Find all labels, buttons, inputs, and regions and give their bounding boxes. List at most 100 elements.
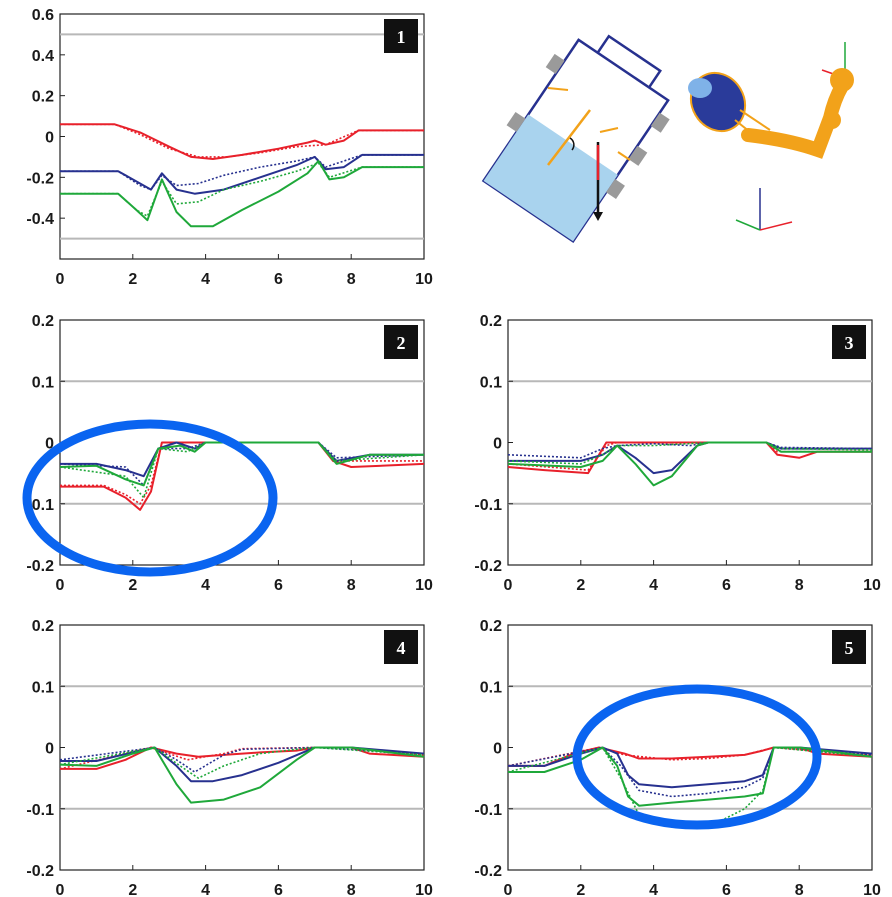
x-tick-label: 2 [128, 271, 137, 288]
x-tick-label: 6 [274, 577, 283, 594]
highlight-ellipse [572, 684, 822, 830]
series-line-green-dotted [60, 162, 424, 217]
x-tick-label: 10 [863, 577, 881, 594]
robot-elbow [823, 111, 841, 129]
y-tick-label: -0.4 [26, 211, 54, 228]
x-tick-label: 4 [649, 577, 658, 594]
y-tick-label: 0.6 [32, 7, 54, 24]
bottle-neck [596, 34, 662, 89]
series-line-green-solid [59, 441, 424, 487]
y-tick-label: -0.2 [474, 558, 502, 575]
y-tick-label: 0.2 [32, 313, 54, 330]
x-tick-label: 6 [274, 271, 283, 288]
x-tick-label: 10 [415, 882, 433, 897]
series-line-red-solid [60, 123, 424, 160]
chart-panel-5: 0.20.10-0.1-0.20 2 4 6 8 105 [474, 618, 881, 897]
y-tick-label: 0.1 [32, 679, 54, 696]
y-tick-label: -0.2 [26, 170, 54, 187]
y-tick-label: 0 [45, 436, 54, 453]
liquid-fill [483, 114, 618, 242]
y-tick-label: 0.2 [32, 89, 54, 106]
x-tick-label: 8 [347, 271, 356, 288]
highlight-ellipse [22, 419, 278, 577]
x-tick-label: 4 [649, 882, 658, 897]
y-tick-label: 0 [45, 741, 54, 758]
x-tick-label: 0 [56, 882, 65, 897]
y-tick-label: -0.2 [26, 863, 54, 880]
panel-label-text: 4 [397, 638, 406, 658]
series-line-green-solid [60, 160, 424, 228]
panel-label-badge [384, 19, 418, 53]
x-tick-label: 2 [128, 577, 137, 594]
force-arrow-orange [617, 151, 631, 161]
series-line-blue-dotted [60, 154, 424, 191]
panel-label-badge [384, 325, 418, 359]
gripper-pad [606, 179, 625, 200]
y-tick-label: -0.1 [474, 802, 502, 819]
series-line-blue-dotted [507, 441, 873, 459]
x-tick-label: 4 [201, 577, 210, 594]
gripper-pad [545, 53, 565, 74]
x-tick-label: 2 [576, 882, 585, 897]
robot-shoulder [830, 68, 854, 92]
axis-y-bottom [735, 219, 761, 231]
series-line-green-dotted [59, 441, 425, 499]
panel-label-badge [384, 630, 418, 664]
y-tick-label: 0 [493, 741, 502, 758]
gravity-arrowhead [593, 212, 603, 221]
x-tick-label: 4 [201, 882, 210, 897]
series-line-blue-solid [60, 441, 424, 478]
chart-panel-1: 0.6 0.4 0.2 0 -0.2 -0.4 0 2 4 6 8 10 1 [26, 7, 433, 288]
x-tick-label: 2 [576, 577, 585, 594]
series-line-red-dotted [507, 441, 872, 471]
y-tick-label: 0 [45, 130, 54, 147]
x-tick-label: 10 [415, 271, 433, 288]
y-tick-label: -0.2 [26, 558, 54, 575]
force-arrow-orange [547, 87, 569, 91]
y-tick-label: -0.1 [26, 497, 54, 514]
x-tick-label: 0 [56, 577, 65, 594]
y-tick-label: 0 [493, 436, 502, 453]
chart-panel-4: 0.20.10-0.1-0.20 2 4 6 8 104 [26, 618, 433, 897]
panel-label-text: 2 [397, 333, 406, 353]
y-tick-label: -0.2 [474, 863, 502, 880]
robot-arm-illustration [688, 42, 854, 231]
y-tick-label: 0.2 [480, 618, 502, 635]
plot-area [59, 13, 425, 260]
gripper-pad [650, 112, 670, 133]
panel-label-text: 1 [397, 27, 406, 47]
plot-area [59, 624, 425, 871]
x-tick-label: 10 [863, 882, 881, 897]
x-tick-label: 8 [347, 882, 356, 897]
y-tick-label: -0.1 [26, 802, 54, 819]
y-tick-label: 0.2 [480, 313, 502, 330]
x-tick-label: 6 [274, 882, 283, 897]
x-tick-label: 6 [722, 882, 731, 897]
y-tick-label: 0.1 [480, 679, 502, 696]
y-tick-label: 0.1 [32, 374, 54, 391]
y-tick-label: 0.1 [480, 374, 502, 391]
panel-label-badge [832, 325, 866, 359]
gripper-pad [628, 145, 648, 166]
x-tick-label: 0 [504, 577, 513, 594]
y-tick-label: -0.1 [474, 497, 502, 514]
y-tick-label: 0.4 [32, 48, 54, 65]
x-tick-label: 10 [415, 577, 433, 594]
axis-x-bottom [759, 221, 793, 231]
series-line-green-dotted [59, 746, 425, 779]
series-line-red-dotted [60, 123, 424, 158]
angle-arc [569, 137, 575, 151]
x-tick-label: 4 [201, 271, 210, 288]
robot-arm [741, 79, 849, 159]
force-arrow-orange [547, 109, 591, 166]
panel-label-text: 5 [845, 638, 854, 658]
chart-panel-3: 0.20.10-0.1-0.20 2 4 6 8 103 [474, 313, 881, 594]
x-tick-label: 2 [128, 882, 137, 897]
series-line-blue-dotted [507, 746, 873, 798]
x-tick-label: 8 [347, 577, 356, 594]
gripper-pad [506, 111, 526, 132]
grasped-bottle [688, 78, 712, 98]
x-tick-label: 8 [795, 882, 804, 897]
y-tick-label: 0.2 [32, 618, 54, 635]
